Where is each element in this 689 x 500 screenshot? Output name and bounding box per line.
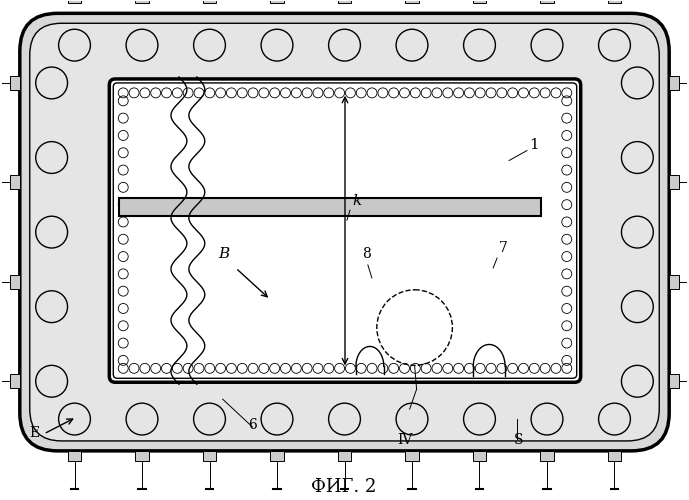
FancyBboxPatch shape xyxy=(110,79,581,382)
FancyBboxPatch shape xyxy=(30,24,659,441)
Bar xyxy=(135,0,149,4)
Text: ФИГ. 2: ФИГ. 2 xyxy=(311,478,377,496)
Text: S: S xyxy=(514,433,524,447)
Bar xyxy=(540,0,554,4)
Bar xyxy=(68,0,81,4)
Bar xyxy=(338,451,351,461)
Bar xyxy=(10,176,20,190)
Bar xyxy=(473,0,486,4)
Bar xyxy=(405,0,419,4)
Text: 8: 8 xyxy=(362,247,371,261)
Bar xyxy=(608,0,621,4)
Bar xyxy=(473,451,486,461)
Bar xyxy=(669,275,679,289)
Bar xyxy=(10,275,20,289)
Bar xyxy=(10,76,20,90)
Text: 7: 7 xyxy=(499,241,508,255)
Bar xyxy=(119,198,541,216)
Bar xyxy=(669,176,679,190)
Text: 6: 6 xyxy=(249,418,257,432)
Bar xyxy=(203,0,216,4)
Bar xyxy=(338,0,351,4)
FancyBboxPatch shape xyxy=(20,14,669,451)
Text: IV: IV xyxy=(398,433,413,447)
Bar xyxy=(608,451,621,461)
Text: 1: 1 xyxy=(529,138,539,151)
Bar xyxy=(540,451,554,461)
Bar xyxy=(669,76,679,90)
Text: k: k xyxy=(352,194,361,208)
Bar xyxy=(203,451,216,461)
Bar xyxy=(270,0,284,4)
Bar xyxy=(270,451,284,461)
Bar xyxy=(68,451,81,461)
Bar xyxy=(405,451,419,461)
Text: B: B xyxy=(218,247,230,261)
Bar xyxy=(135,451,149,461)
Bar xyxy=(669,374,679,388)
Text: E: E xyxy=(30,426,40,440)
Bar xyxy=(10,374,20,388)
